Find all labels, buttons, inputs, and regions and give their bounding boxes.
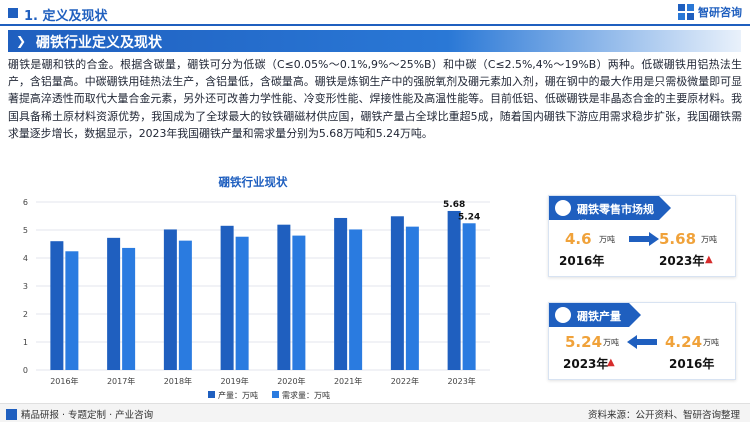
bar-demand bbox=[349, 229, 363, 370]
output-left-value: 5.24 bbox=[565, 333, 603, 351]
x-tick-label: 2019年 bbox=[220, 376, 248, 386]
footer-source: 资料来源：公开资料、智研咨询整理 bbox=[587, 410, 740, 421]
y-tick-label: 5 bbox=[23, 226, 28, 235]
banner-title: 硼铁行业定义及现状 bbox=[36, 35, 162, 51]
market-to-year: 2023年 bbox=[659, 254, 705, 268]
output-card-title: 硼铁产量 bbox=[577, 310, 621, 323]
data-label-demand: 5.24 bbox=[458, 212, 480, 222]
section-title: 1. 定义及现状 bbox=[24, 9, 108, 24]
output-card: 硼铁产量 5.24 万吨 2023年 ▲ 4.24 万吨 2016年 bbox=[548, 302, 736, 380]
output-card-header: 硼铁产量 bbox=[549, 303, 641, 327]
up-arrow-icon: ▲ bbox=[705, 254, 713, 265]
arrow-right-icon bbox=[629, 232, 659, 246]
bar-demand bbox=[235, 236, 249, 370]
legend-swatch bbox=[272, 391, 279, 398]
output-left-year: 2023年 bbox=[563, 357, 609, 371]
bar-demand bbox=[65, 251, 79, 370]
output-right-value: 4.24 bbox=[665, 333, 703, 351]
bar-demand bbox=[462, 223, 476, 370]
output-right-year: 2016年 bbox=[669, 357, 715, 371]
x-tick-label: 2018年 bbox=[164, 376, 192, 386]
bar-output bbox=[277, 224, 291, 370]
bar-output bbox=[447, 210, 461, 370]
x-tick-label: 2021年 bbox=[334, 376, 362, 386]
output-left-unit: 万吨 bbox=[603, 338, 619, 347]
x-tick-label: 2017年 bbox=[107, 376, 135, 386]
market-to-unit: 万吨 bbox=[701, 235, 717, 244]
x-tick-label: 2022年 bbox=[391, 376, 419, 386]
market-from-unit: 万吨 bbox=[599, 235, 615, 244]
bar-output bbox=[50, 241, 64, 370]
legend-label: 需求量：万吨 bbox=[282, 390, 330, 400]
brand-name: 智研咨询 bbox=[698, 6, 742, 19]
footer-left-text: 精品研报 · 专题定制 · 产业咨询 bbox=[21, 410, 154, 421]
market-from-year: 2016年 bbox=[559, 254, 605, 268]
x-tick-label: 2020年 bbox=[277, 376, 305, 386]
bar-output bbox=[390, 216, 404, 370]
market-size-card: 硼铁零售市场规模 4.6 万吨 2016年 5.68 万吨 2023年 ▲ bbox=[548, 195, 736, 277]
chart-canvas: 0 1 2 3 4 5 6 2016年 2017年 2018年 2019年 2020年 2021年 202… bbox=[23, 198, 490, 400]
y-tick-label: 2 bbox=[23, 310, 28, 319]
footer-bar: 精品研报 · 专题定制 · 产业咨询 资料来源：公开资料、智研咨询整理 bbox=[0, 403, 750, 422]
bar-demand bbox=[405, 226, 419, 370]
top-bar: 1. 定义及现状 智研咨询 bbox=[0, 0, 750, 28]
section-banner: ❯ 硼铁行业定义及现状 bbox=[8, 30, 741, 52]
bar-demand bbox=[178, 240, 192, 370]
output-right-unit: 万吨 bbox=[703, 338, 719, 347]
brand: 智研咨询 bbox=[678, 4, 742, 20]
bar-output bbox=[220, 225, 234, 370]
market-to-value: 5.68 bbox=[659, 230, 697, 248]
market-card-title: 硼铁零售市场规模 bbox=[577, 203, 654, 232]
header-rule bbox=[0, 24, 750, 26]
bar-demand bbox=[292, 235, 306, 370]
up-arrow-icon: ▲ bbox=[607, 357, 615, 368]
chevron-right-icon: ❯ bbox=[16, 34, 27, 48]
y-tick-label: 3 bbox=[23, 282, 28, 291]
bar-output bbox=[107, 237, 121, 370]
bar-chart: 0 1 2 3 4 5 6 2016年 2017年 2018年 2019年 2020年 2021年 202… bbox=[8, 172, 498, 404]
arrow-left-icon bbox=[627, 335, 657, 349]
section-marker-icon bbox=[8, 8, 18, 18]
chart-icon bbox=[555, 200, 571, 216]
bar-output bbox=[163, 229, 177, 370]
bar-output bbox=[334, 217, 348, 370]
market-card-header: 硼铁零售市场规模 bbox=[549, 196, 671, 232]
chart-title: 硼铁行业现状 bbox=[218, 175, 288, 189]
market-from-value: 4.6 bbox=[565, 230, 592, 248]
report-icon bbox=[6, 408, 17, 420]
legend-label: 产量：万吨 bbox=[218, 390, 258, 400]
footer-left: 精品研报 · 专题定制 · 产业咨询 bbox=[6, 407, 153, 421]
legend-swatch bbox=[208, 391, 215, 398]
y-tick-label: 0 bbox=[23, 366, 28, 375]
x-tick-label: 2016年 bbox=[50, 376, 78, 386]
x-tick-label: 2023年 bbox=[447, 376, 475, 386]
y-tick-label: 4 bbox=[23, 254, 28, 263]
y-tick-label: 1 bbox=[23, 338, 28, 347]
intro-paragraph: 硼铁是硼和铁的合金。根据含碳量，硼铁可分为低碳（C≤0.05%～0.1%,9%～… bbox=[8, 58, 742, 140]
data-label-output: 5.68 bbox=[443, 200, 465, 210]
bar-demand bbox=[122, 247, 136, 370]
brand-logo-icon bbox=[678, 4, 694, 20]
y-tick-label: 6 bbox=[23, 198, 28, 207]
chart-icon bbox=[555, 307, 571, 323]
